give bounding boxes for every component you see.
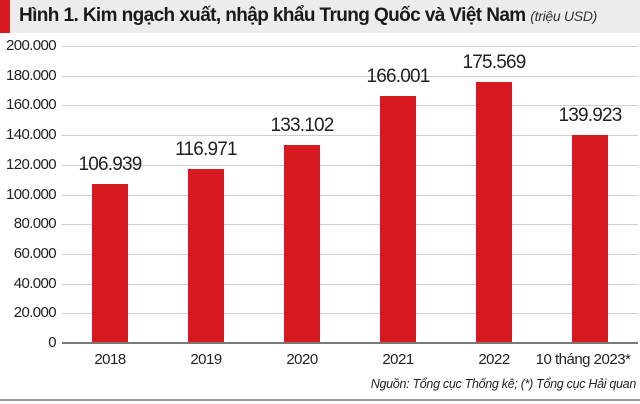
gridline: [62, 46, 638, 47]
x-category-label: 2019: [190, 351, 222, 368]
gridline: [62, 195, 638, 196]
bar-value-label: 166.001: [366, 66, 430, 87]
y-tick-label: 200.000: [5, 37, 57, 54]
chart-title-text: Hình 1. Kim ngạch xuất, nhập khẩu Trung …: [19, 5, 526, 26]
bar-value-label: 139.923: [558, 105, 622, 126]
chart-title: Hình 1. Kim ngạch xuất, nhập khẩu Trung …: [19, 5, 597, 27]
gridline: [62, 105, 638, 106]
footer-divider: [0, 399, 640, 401]
chart-unit: (triệu USD): [530, 8, 597, 24]
bar-value-label: 106.939: [78, 154, 142, 175]
source-note: Nguồn: Tổng cục Thống kê; (*) Tổng cục H…: [370, 377, 637, 391]
bar-3: [284, 145, 320, 343]
gridline: [62, 224, 638, 225]
x-category-label: 2022: [478, 351, 510, 368]
x-category-label: 2021: [382, 351, 414, 368]
y-tick-label: 60.000: [13, 245, 57, 262]
gridline: [62, 135, 638, 136]
chart-header: Hình 1. Kim ngạch xuất, nhập khẩu Trung …: [0, 0, 640, 33]
y-tick-label: 100.000: [5, 186, 57, 203]
bar-value-label: 116.971: [175, 139, 237, 160]
x-category-label: 2018: [94, 351, 126, 368]
gridline: [62, 165, 638, 166]
bar-value-label: 175.569: [462, 52, 526, 73]
y-tick-label: 0: [48, 334, 56, 351]
bar-1: [92, 184, 128, 343]
x-axis-baseline: [62, 342, 638, 344]
header-accent-bar: [0, 0, 10, 33]
bar-6: [572, 135, 608, 343]
y-tick-label: 120.000: [5, 156, 57, 173]
gridline: [62, 284, 638, 285]
y-tick-label: 80.000: [13, 215, 57, 232]
y-tick-label: 180.000: [5, 67, 57, 84]
gridline: [62, 254, 638, 255]
y-tick-label: 140.000: [5, 126, 57, 143]
bar-2: [188, 169, 224, 343]
gridline: [62, 313, 638, 314]
x-category-label: 2020: [286, 351, 318, 368]
bar-4: [380, 96, 416, 343]
x-category-label: 10 tháng 2023*: [535, 351, 631, 368]
gridline: [62, 76, 638, 77]
y-tick-label: 160.000: [5, 96, 57, 113]
y-tick-label: 40.000: [13, 275, 57, 292]
y-tick-label: 20.000: [13, 304, 57, 321]
bar-value-label: 133.102: [270, 115, 334, 136]
bar-5: [476, 82, 512, 343]
